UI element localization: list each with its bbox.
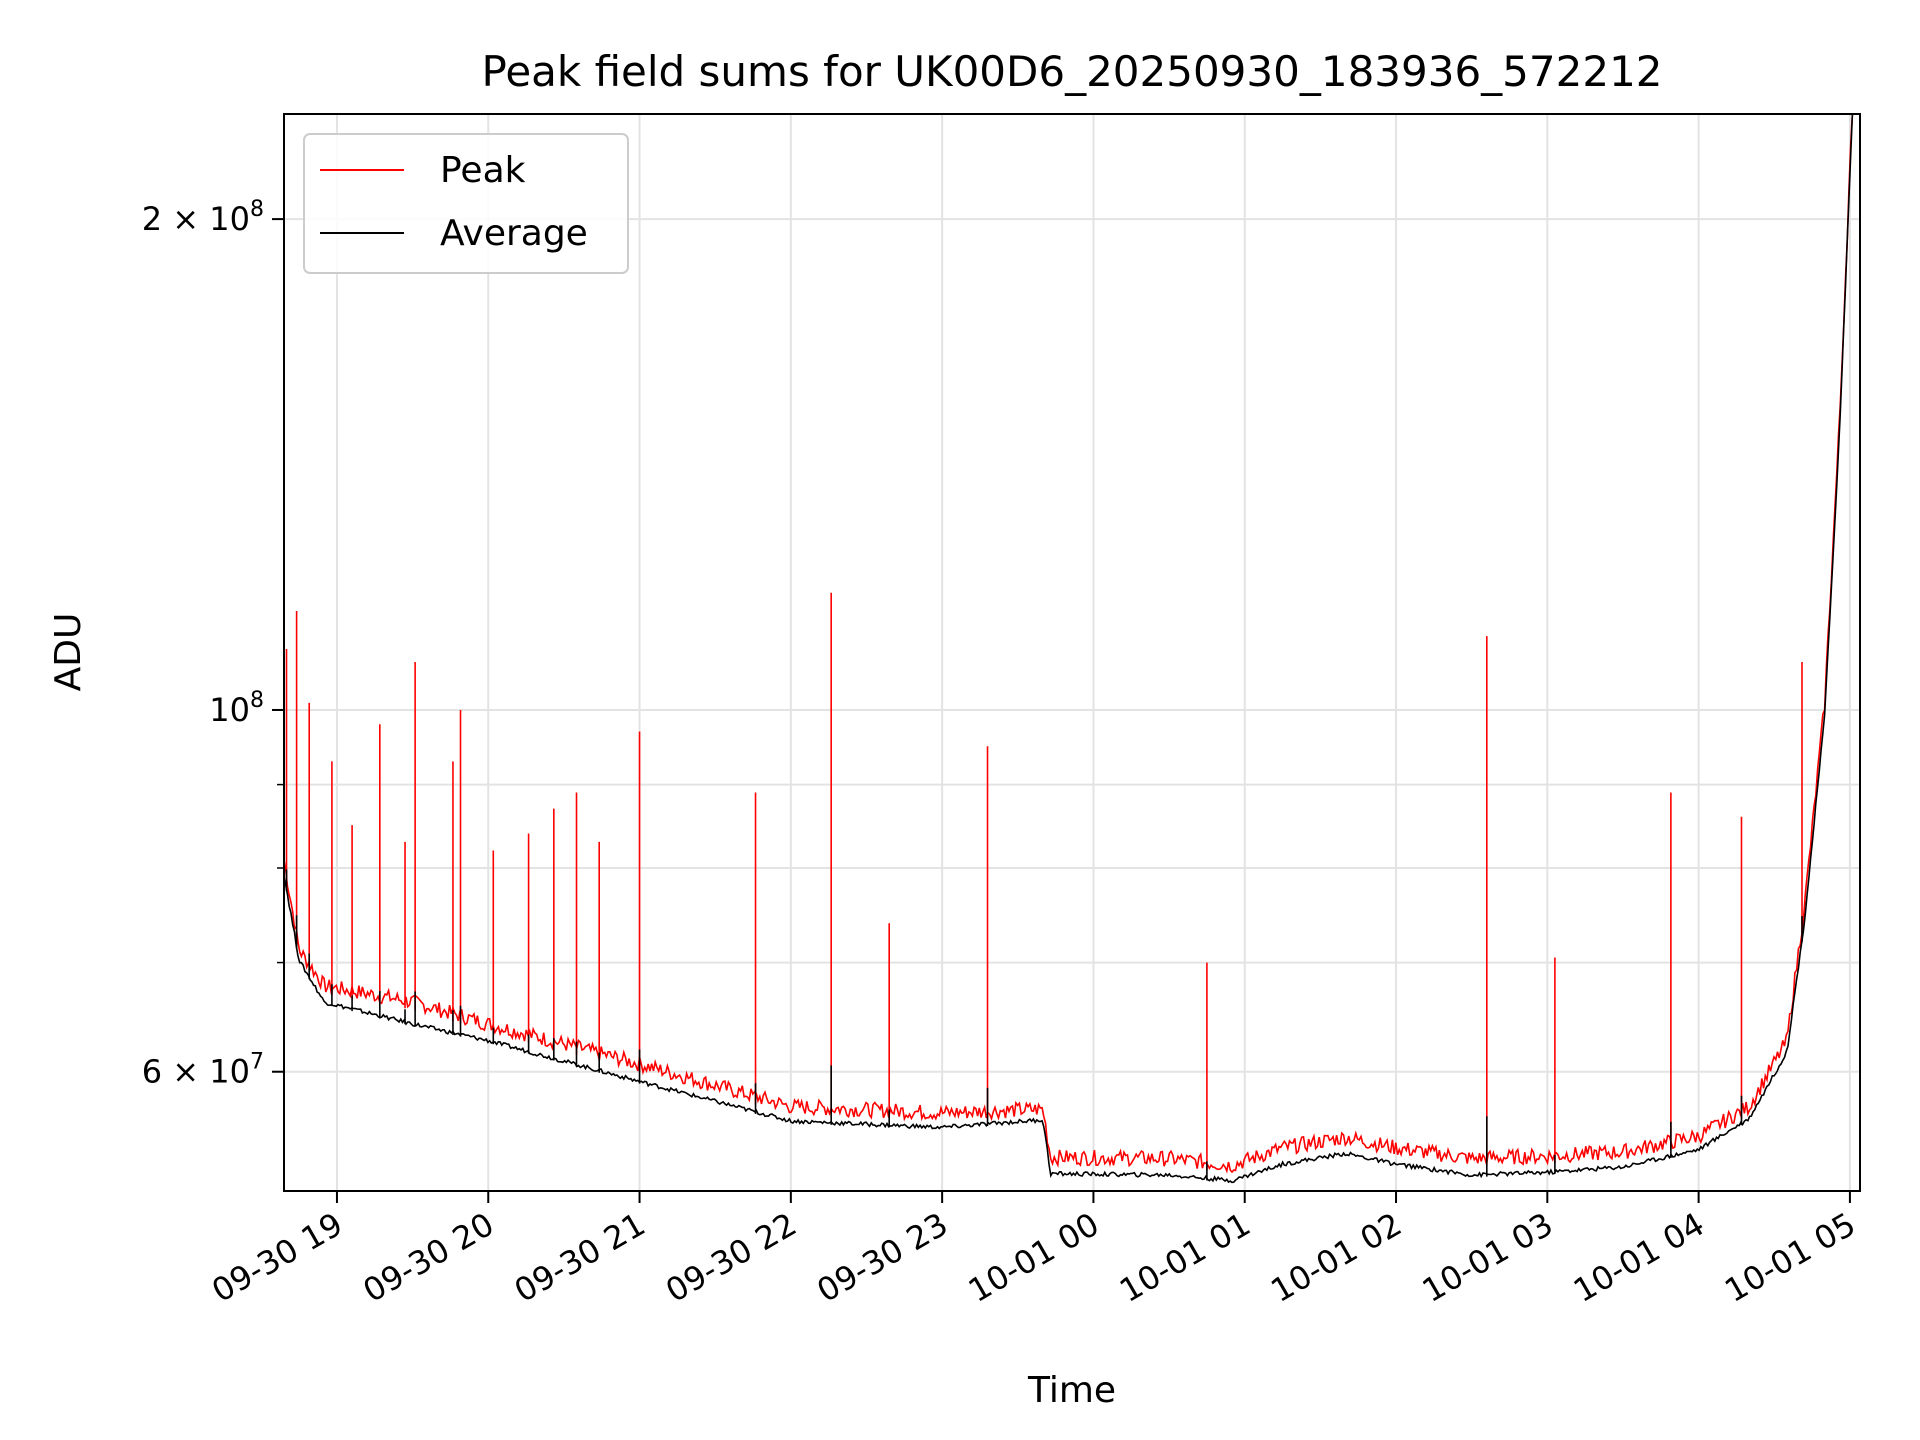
chart-title: Peak field sums for UK00D6_20250930_1839…: [481, 47, 1662, 96]
gridlines: [284, 114, 1860, 1191]
y-axis-label: ADU: [48, 613, 89, 692]
legend: Peak Average: [303, 133, 629, 274]
legend-peak-label: Peak: [440, 150, 526, 191]
x-axis-label: Time: [1027, 1370, 1116, 1411]
series-line-average: [283, 113, 1854, 1184]
series-lines: [283, 113, 1854, 1184]
y-tick-label: 6 × 107: [142, 1050, 264, 1091]
y-tick-label: 2 × 108: [142, 197, 264, 238]
legend-box: [303, 133, 629, 274]
y-axis-ticks: 6 × 107 108 2 × 108: [142, 197, 284, 1091]
y-tick-label: 108: [209, 688, 264, 729]
plot-frame: [283, 113, 1861, 1192]
legend-average-label: Average: [440, 213, 588, 254]
series-line-peak: [283, 113, 1854, 1174]
